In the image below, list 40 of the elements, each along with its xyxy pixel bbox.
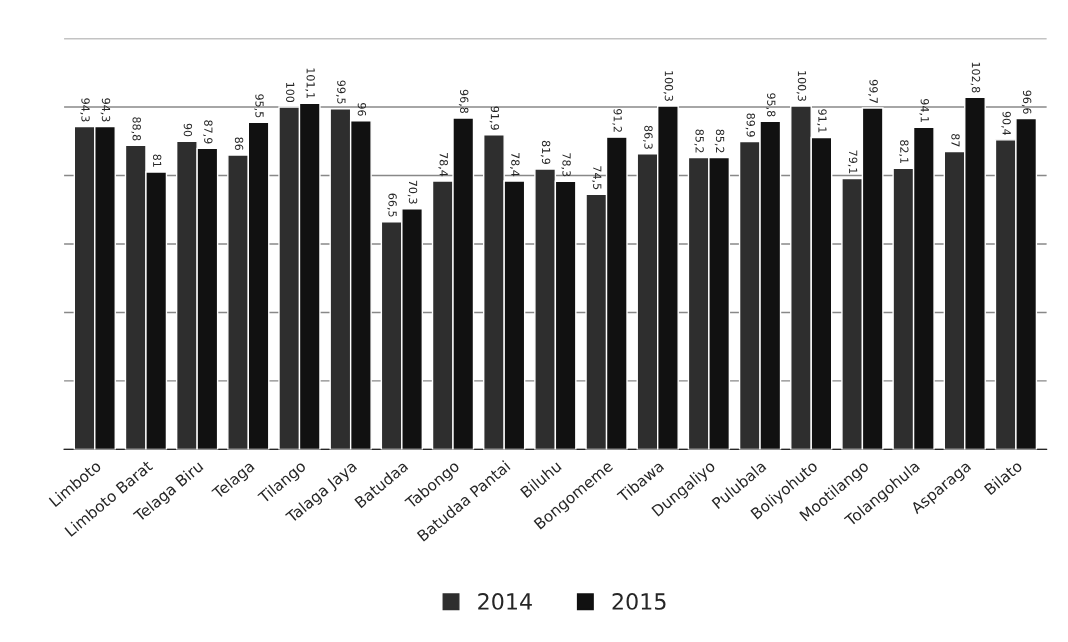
data-label: 100,3 [663, 71, 674, 101]
data-label: 94,3 [100, 98, 111, 122]
data-label: 99,7 [868, 79, 878, 103]
data-label: 74,5 [591, 166, 602, 190]
data-label: 81,9 [540, 140, 551, 165]
data-label: 99,5 [336, 80, 346, 104]
data-label: 91,1 [817, 109, 827, 133]
data-label: 94,1 [919, 99, 929, 123]
data-label: 70,3 [407, 180, 418, 204]
data-label: 91,9 [489, 106, 500, 130]
data-label: 85,2 [714, 129, 725, 153]
data-label: 95,5 [254, 94, 264, 118]
data-label: 100,3 [796, 71, 807, 101]
legend-label: 2014 [478, 593, 532, 610]
data-label: 79,1 [847, 150, 858, 174]
data-label: 85,2 [694, 129, 704, 153]
data-label: 78,4 [510, 152, 520, 177]
data-label: 102,8 [970, 62, 981, 93]
data-label: 90,4 [1001, 111, 1011, 136]
data-label: 89,9 [745, 113, 756, 137]
data-label: 90 [183, 123, 193, 137]
data-label: 78,3 [561, 153, 571, 177]
data-label: 87,9 [203, 120, 213, 144]
data-label: 94,3 [80, 98, 90, 122]
data-label: 96,6 [1021, 90, 1032, 114]
legend-label: 2015 [612, 593, 666, 610]
data-label: 86,3 [643, 125, 653, 149]
data-label: 101,1 [305, 68, 315, 99]
data-label: 91,2 [612, 108, 622, 132]
data-label: 78,4 [438, 152, 448, 177]
data-label: 96,8 [458, 89, 469, 114]
data-label: 82,1 [898, 140, 909, 164]
data-label: 88,8 [131, 117, 141, 141]
data-label: 95,8 [765, 93, 776, 117]
data-label: 86 [234, 137, 244, 151]
data-label: 87 [951, 133, 960, 147]
data-label: 66,5 [387, 193, 397, 217]
data-label: 96 [357, 103, 367, 116]
data-label: 100 [286, 82, 295, 103]
data-label: 81 [152, 154, 162, 167]
